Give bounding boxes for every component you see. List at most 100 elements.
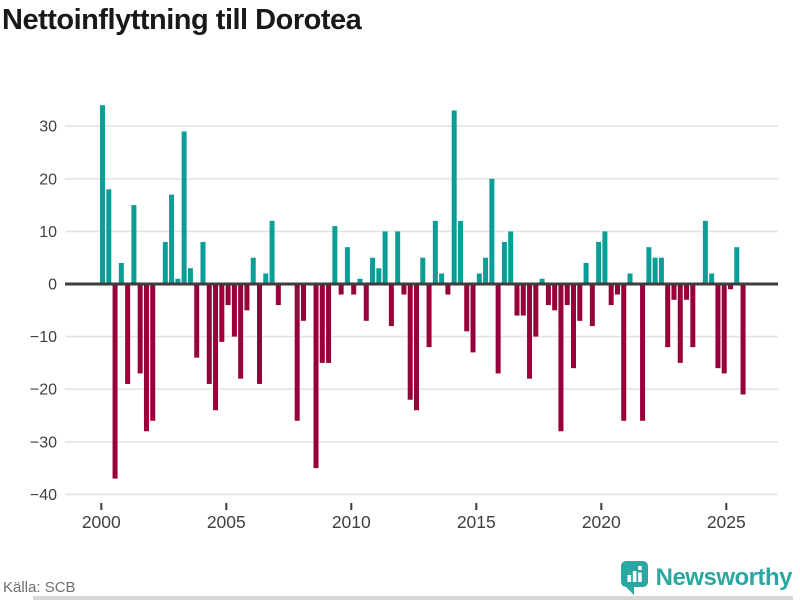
- bar: [464, 284, 470, 332]
- x-tick-label: 2020: [582, 512, 621, 532]
- y-tick-label: 20: [39, 171, 57, 188]
- bar: [552, 284, 558, 311]
- bar: [627, 273, 633, 284]
- bar: [112, 284, 118, 479]
- bar: [150, 284, 156, 421]
- bar: [118, 262, 124, 284]
- bar: [439, 273, 445, 284]
- bar: [344, 247, 350, 284]
- bar: [445, 284, 451, 295]
- bar: [646, 247, 652, 284]
- bar: [300, 284, 306, 321]
- brand-logo: Newsworthy: [620, 560, 793, 596]
- bar: [684, 284, 690, 300]
- bar: [457, 220, 463, 284]
- bar: [520, 284, 526, 316]
- y-tick-label: 10: [39, 224, 57, 241]
- bar: [238, 284, 244, 379]
- bar: [602, 231, 608, 284]
- y-tick-label: 0: [48, 277, 57, 294]
- bar: [489, 178, 495, 284]
- bar: [382, 231, 388, 284]
- bar: [476, 273, 482, 284]
- bar: [671, 284, 677, 300]
- bar: [658, 257, 664, 284]
- x-tick-label: 2025: [707, 512, 746, 532]
- bar: [338, 284, 344, 295]
- bar: [545, 284, 551, 306]
- bar: [420, 257, 426, 284]
- bar: [596, 241, 602, 284]
- bar: [395, 231, 401, 284]
- bar: [640, 284, 646, 421]
- bar: [313, 284, 319, 469]
- bar: [401, 284, 407, 295]
- bar: [263, 273, 269, 284]
- bar: [652, 257, 658, 284]
- bar: [194, 284, 200, 358]
- bar: [495, 284, 501, 374]
- x-tick-label: 2000: [82, 512, 121, 532]
- y-tick-label: −30: [30, 434, 57, 451]
- bar: [332, 226, 338, 284]
- bar: [621, 284, 627, 421]
- bar: [539, 278, 545, 284]
- bar: [388, 284, 394, 327]
- x-tick-label: 2005: [207, 512, 246, 532]
- bar: [169, 194, 175, 284]
- bar: [665, 284, 671, 348]
- bar: [200, 241, 206, 284]
- bar: [294, 284, 300, 421]
- bar: [125, 284, 131, 384]
- bar: [589, 284, 595, 327]
- bar: [577, 284, 583, 321]
- bar: [721, 284, 727, 374]
- bar: [583, 262, 589, 284]
- bar: [181, 131, 187, 284]
- bar: [501, 241, 507, 284]
- bar: [690, 284, 696, 348]
- bar: [740, 284, 746, 395]
- bar: [558, 284, 564, 432]
- bar: [470, 284, 476, 353]
- bar: [728, 284, 733, 290]
- bar: [514, 284, 520, 316]
- bar: [106, 189, 112, 284]
- x-tick-label: 2015: [457, 512, 496, 532]
- bar: [162, 241, 168, 284]
- bar: [709, 273, 715, 284]
- bar: [508, 231, 514, 284]
- y-tick-label: −10: [30, 329, 57, 346]
- bar: [527, 284, 533, 379]
- bar: [426, 284, 432, 348]
- bar: [357, 278, 363, 284]
- bar: [376, 268, 382, 284]
- bar: [677, 284, 683, 363]
- bar: [137, 284, 143, 374]
- bar: [533, 284, 539, 337]
- bar: [564, 284, 570, 306]
- bar: [225, 284, 231, 306]
- chart-title: Nettoinflyttning till Dorotea: [2, 4, 362, 36]
- bar: [451, 110, 457, 284]
- bar: [715, 284, 721, 369]
- newsworthy-badge-icon: [620, 561, 648, 595]
- bar: [100, 105, 105, 284]
- bar: [275, 284, 281, 306]
- bar: [407, 284, 413, 400]
- bar: [702, 220, 708, 284]
- y-tick-label: −20: [30, 382, 57, 399]
- bar: [571, 284, 576, 369]
- brand-name: Newsworthy: [655, 564, 793, 591]
- bar: [319, 284, 325, 363]
- bar: [231, 284, 237, 337]
- bar: [326, 284, 332, 363]
- bar: [131, 205, 137, 284]
- bar: [734, 247, 740, 284]
- bar: [175, 278, 181, 284]
- bar: [213, 284, 219, 411]
- bar: [257, 284, 262, 384]
- bar: [351, 284, 357, 295]
